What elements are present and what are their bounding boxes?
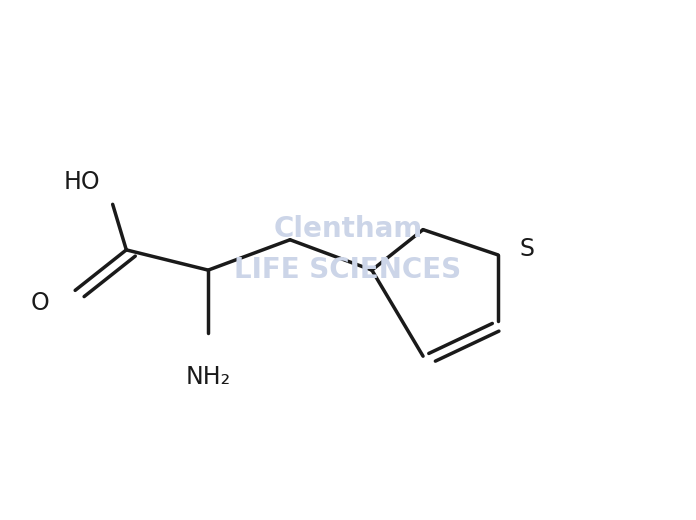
Text: O: O	[31, 291, 49, 315]
Text: S: S	[520, 237, 535, 261]
Text: Clentham
LIFE SCIENCES: Clentham LIFE SCIENCES	[235, 215, 461, 284]
Text: NH₂: NH₂	[186, 366, 231, 389]
Text: HO: HO	[63, 170, 100, 193]
